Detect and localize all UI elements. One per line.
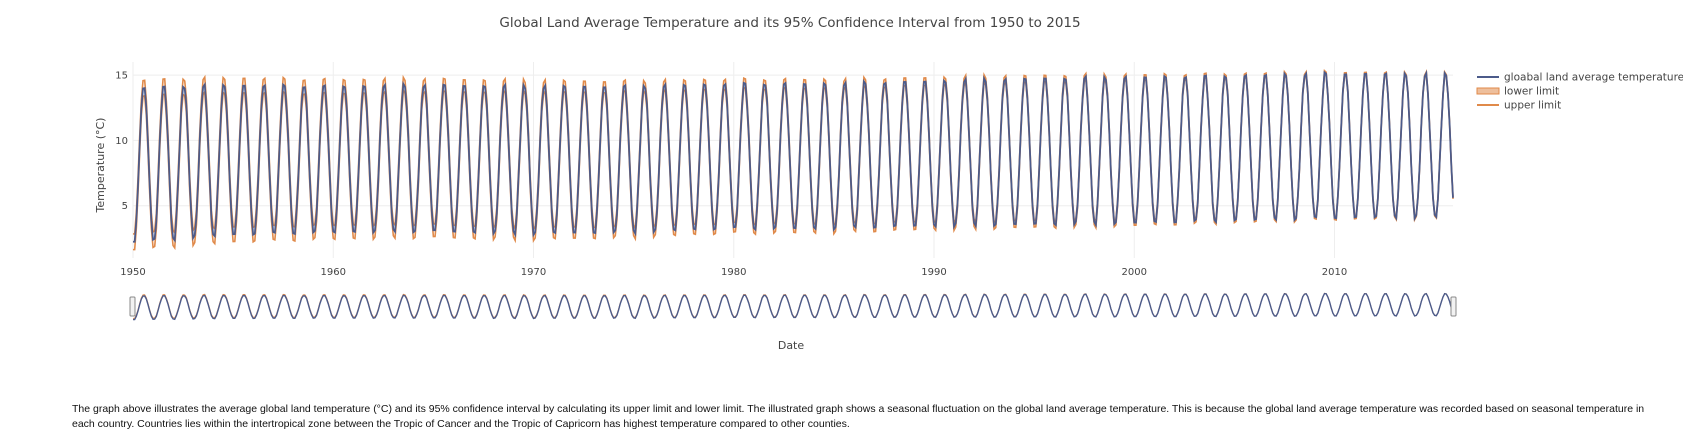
range-slider-background bbox=[133, 290, 1453, 324]
x-tick-label: 2010 bbox=[1322, 267, 1347, 278]
legend-item[interactable]: gloabal land average temperature bbox=[1477, 72, 1683, 84]
range-slider-left-handle[interactable] bbox=[129, 296, 136, 317]
legend-swatch bbox=[1476, 87, 1500, 95]
x-tick-label: 1950 bbox=[120, 267, 145, 278]
x-tick-label: 1980 bbox=[721, 267, 746, 278]
range-slider-preview bbox=[132, 292, 1454, 321]
x-tick-label: 1970 bbox=[521, 267, 546, 278]
legend-label: lower limit bbox=[1504, 86, 1559, 98]
range-slider-right-handle[interactable] bbox=[1450, 296, 1457, 317]
series-average-temperature-line[interactable] bbox=[132, 69, 1454, 243]
x-axis-title: Date bbox=[778, 339, 805, 352]
x-axis-ticks: 1950 1960 1970 1980 1990 2000 2010 bbox=[120, 267, 1347, 278]
legend-item[interactable]: upper limit bbox=[1477, 100, 1561, 112]
chart-caption: The graph above illustrates the average … bbox=[72, 403, 1645, 430]
x-tick-label: 1960 bbox=[321, 267, 346, 278]
y-tick-label: 10 bbox=[115, 136, 128, 147]
x-tick-label: 2000 bbox=[1122, 267, 1147, 278]
slider-average-line bbox=[132, 292, 1454, 321]
legend-label: upper limit bbox=[1504, 100, 1561, 112]
y-axis-title: Temperature (°C) bbox=[94, 118, 107, 214]
y-tick-label: 5 bbox=[122, 201, 128, 212]
plot-area[interactable] bbox=[132, 68, 1454, 251]
legend-label: gloabal land average temperature bbox=[1504, 72, 1683, 84]
x-tick-label: 1990 bbox=[921, 267, 946, 278]
range-slider[interactable] bbox=[129, 290, 1457, 324]
legend[interactable]: gloabal land average temperature lower li… bbox=[1476, 72, 1683, 112]
y-axis-ticks: 5 10 15 bbox=[115, 71, 128, 213]
legend-item[interactable]: lower limit bbox=[1476, 86, 1559, 98]
chart-title: Global Land Average Temperature and its … bbox=[499, 15, 1080, 31]
y-tick-label: 15 bbox=[115, 71, 128, 82]
